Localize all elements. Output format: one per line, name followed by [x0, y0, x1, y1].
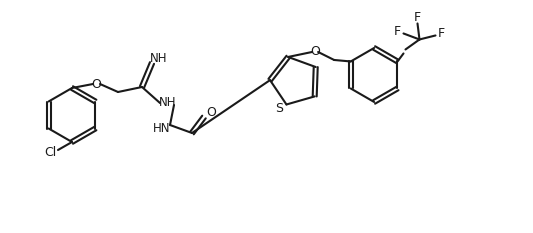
Text: Cl: Cl [44, 145, 56, 158]
Text: O: O [206, 106, 216, 119]
Text: O: O [91, 78, 101, 90]
Text: F: F [414, 11, 421, 24]
Text: O: O [310, 45, 320, 58]
Text: HN: HN [154, 123, 171, 136]
Text: F: F [394, 25, 401, 38]
Text: S: S [276, 102, 284, 115]
Text: NH: NH [150, 51, 168, 65]
Text: F: F [438, 27, 445, 40]
Text: NH: NH [159, 96, 177, 110]
